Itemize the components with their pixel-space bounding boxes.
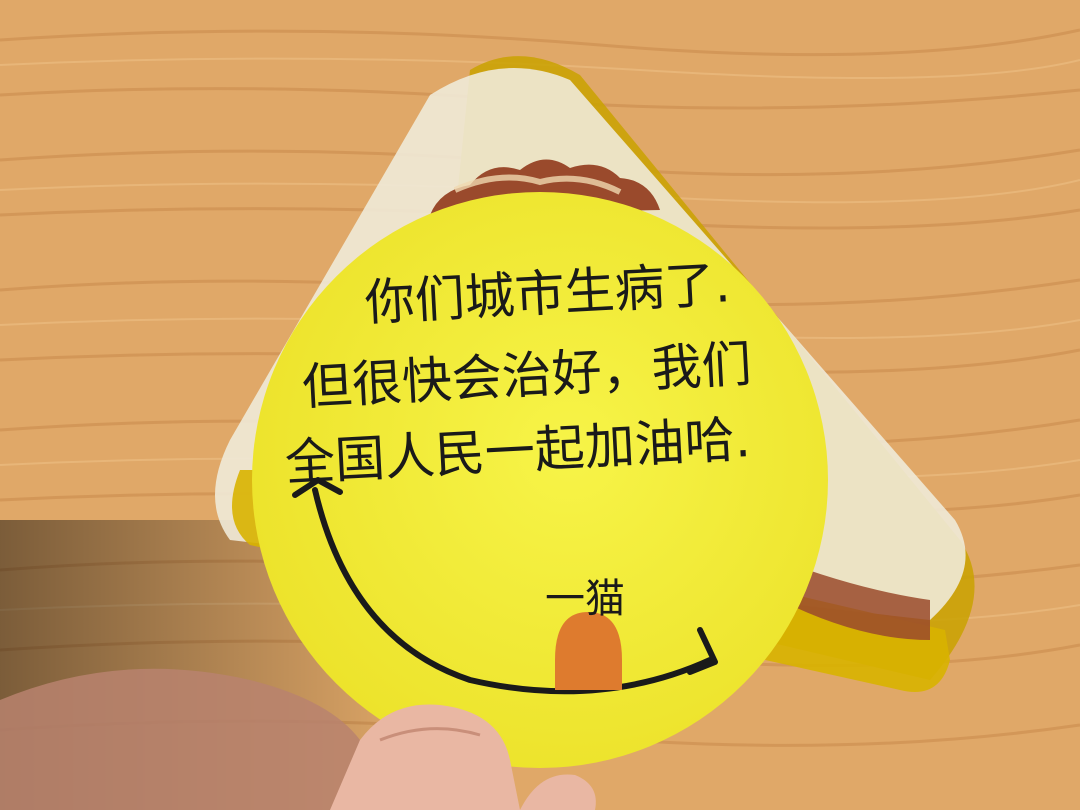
hand-thumb — [0, 668, 596, 810]
note-signature: 一猫 — [545, 576, 625, 622]
tongue-icon — [555, 612, 622, 690]
smiley-mouth-icon — [292, 477, 718, 695]
yellow-sticker: 你们城市生病了. 但很快会治好，我们 全国人民一起加油哈. 一猫 — [252, 192, 828, 768]
